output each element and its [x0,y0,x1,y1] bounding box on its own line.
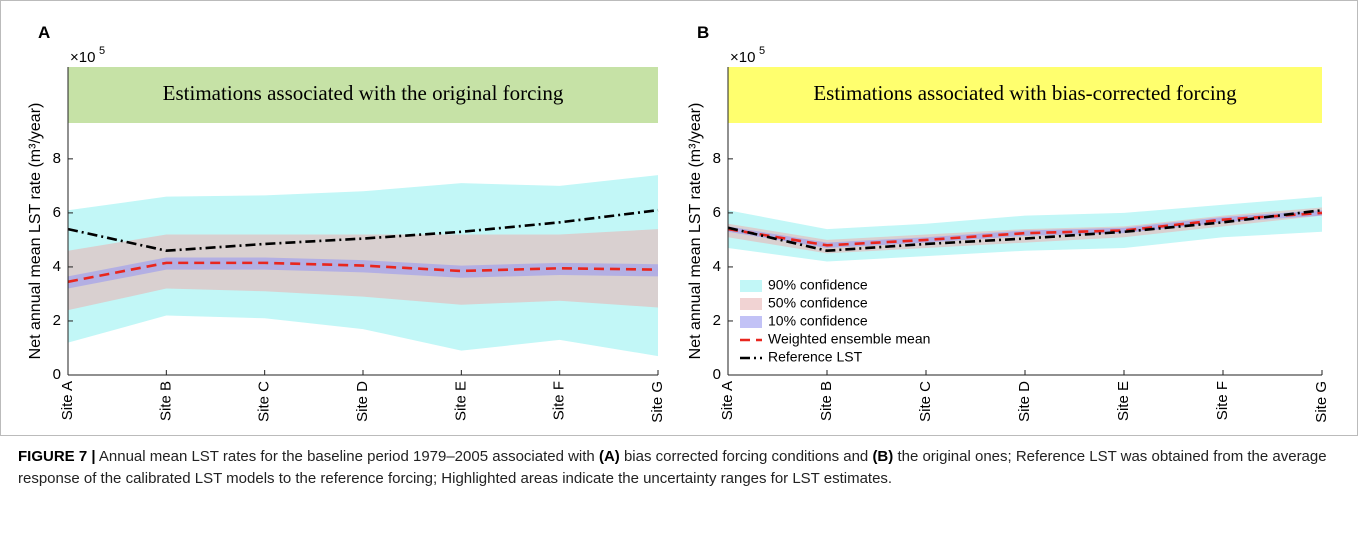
y-tick-label: 2 [713,312,721,329]
y-tick-label: 8 [713,150,721,167]
y-tick-label: 6 [53,204,61,221]
x-tick-label: Site D [1016,381,1033,422]
x-tick-label: Site A [59,381,76,420]
x-tick-label: Site D [354,381,371,422]
y-multiplier: ×10 [730,49,755,66]
y-axis-label: Net annual mean LST rate (m³/year) [27,103,44,360]
legend-label: Reference LST [768,349,863,365]
legend-swatch [740,316,762,328]
y-tick-label: 4 [53,258,61,275]
caption-text: the original ones; Reference LST was obt… [18,448,1327,487]
y-tick-label: 4 [713,258,721,275]
y-tick-label: 0 [53,366,61,383]
x-tick-label: Site A [719,381,736,420]
caption-ref: (B) [872,448,894,465]
banner-text: Estimations associated with the original… [163,81,564,105]
y-tick-label: 0 [713,366,721,383]
caption-text: bias corrected forcing conditions and [623,448,869,465]
banner-text: Estimations associated with bias-correct… [813,81,1237,105]
figure: A Estimations associated with the origina… [0,0,1358,436]
x-tick-label: Site C [256,381,273,422]
series-line [727,211,1323,247]
y-tick-label: 8 [53,150,61,167]
caption-ref: (A) [598,448,620,465]
caption-text: Annual mean LST rates for the baseline p… [98,448,595,465]
legend-label: Weighted ensemble mean [768,331,930,347]
x-tick-label: Site G [1313,381,1330,423]
legend-label: 90% confidence [768,277,868,293]
y-axis-label: Net annual mean LST rate (m³/year) [687,103,704,360]
banner [68,67,658,123]
x-tick-label: Site B [157,381,174,421]
series-line [67,261,659,284]
x-tick-label: Site G [649,381,666,423]
series-line [727,208,1323,253]
confidence-band [68,257,658,289]
panel-letter: B [697,23,709,42]
x-tick-label: Site B [818,381,835,421]
y-multiplier: ×10 [70,49,95,66]
x-tick-label: Site C [917,381,934,422]
caption: FIGURE 7 | Annual mean LST rates for the… [18,446,1340,490]
panel-letter: A [38,23,50,42]
y-multiplier-exponent: 5 [99,45,105,57]
y-tick-label: 6 [713,204,721,221]
legend-label: 50% confidence [768,295,868,311]
banner [728,67,1322,123]
series-line [67,208,659,253]
x-tick-label: Site E [1115,381,1132,421]
legend-label: 10% confidence [768,313,868,329]
x-tick-label: Site F [551,381,568,420]
caption-label: FIGURE 7 | [18,448,96,465]
x-tick-label: Site E [452,381,469,421]
x-tick-label: Site F [1214,381,1231,420]
legend-swatch [740,280,762,292]
legend-swatch [740,298,762,310]
y-multiplier-exponent: 5 [759,45,765,57]
y-tick-label: 2 [53,312,61,329]
